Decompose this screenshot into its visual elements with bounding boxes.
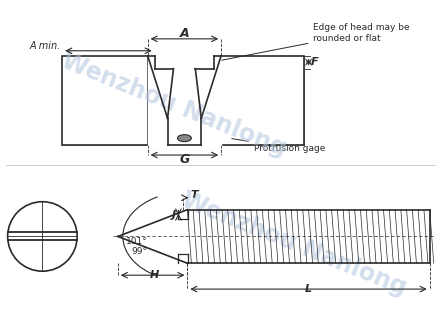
Text: Wenzhou Nanlong: Wenzhou Nanlong	[178, 188, 410, 300]
Polygon shape	[221, 56, 304, 145]
Ellipse shape	[177, 135, 191, 142]
Polygon shape	[221, 56, 304, 145]
Text: Wenzhou Nanlong: Wenzhou Nanlong	[58, 49, 290, 161]
Text: G: G	[179, 153, 190, 167]
Text: A min.: A min.	[29, 41, 60, 51]
Text: L: L	[305, 284, 312, 294]
Polygon shape	[148, 56, 155, 145]
Text: 101°: 101°	[126, 237, 148, 246]
Polygon shape	[62, 56, 148, 145]
Text: A: A	[179, 27, 189, 41]
Text: 99°: 99°	[132, 247, 148, 256]
Text: T: T	[191, 190, 198, 200]
Text: Protrusion gage: Protrusion gage	[232, 138, 325, 152]
Polygon shape	[148, 56, 221, 145]
Polygon shape	[62, 56, 148, 145]
Text: J: J	[172, 210, 176, 219]
Text: H: H	[150, 270, 159, 280]
Polygon shape	[214, 56, 221, 145]
Text: Edge of head may be
rounded or flat: Edge of head may be rounded or flat	[222, 23, 410, 60]
Text: F: F	[311, 57, 318, 67]
